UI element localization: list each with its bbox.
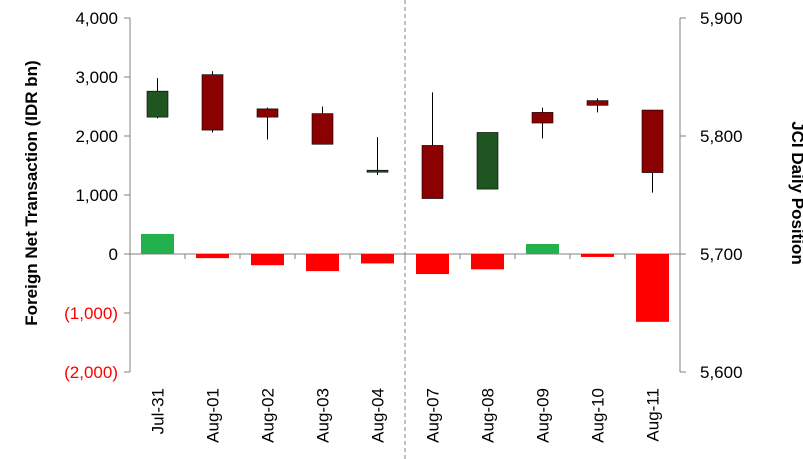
net-transaction-bar [306,254,339,272]
left-tick-label: 1,000 [75,186,118,205]
category-label: Aug-07 [424,388,443,443]
right-tick-label: 5,900 [700,9,743,28]
right-axis: 5,900 5,800 5,700 5,600 [679,9,743,382]
y2-axis-title: JCI Daily Position [788,121,803,265]
category-label: Aug-04 [369,388,388,443]
category-label: Aug-03 [314,388,333,443]
category-label: Aug-10 [589,388,608,443]
category-labels: Jul-31 Aug-01 Aug-02 Aug-03 Aug-04 Aug-07 Aug-… [149,388,663,443]
jci-candle-body [421,145,444,199]
jci-candle-body [201,74,224,131]
right-tick-label: 5,800 [700,127,743,146]
jci-candles [146,71,664,199]
jci-candle-body [531,112,554,124]
left-tick-label: 4,000 [75,9,118,28]
left-tick-label: 2,000 [75,127,118,146]
jci-candle-body [256,108,279,118]
jci-candle-body [311,113,334,145]
net-transaction-bar [416,254,449,275]
right-tick-label: 5,700 [700,245,743,264]
left-tick-label: (1,000) [64,304,118,323]
category-label: Aug-09 [534,388,553,443]
jci-candle-body [586,100,609,106]
category-label: Aug-01 [204,388,223,443]
right-tick-label: 5,600 [700,363,743,382]
net-transaction-bar [141,233,174,254]
net-transaction-bar [581,254,614,257]
category-label: Jul-31 [149,388,168,434]
net-transaction-bar [636,254,669,322]
left-tick-label: 0 [109,245,118,264]
foreign-net-bars [141,233,669,322]
net-transaction-bar [361,254,394,264]
left-tick-label: (2,000) [64,363,118,382]
left-axis: 4,000 3,000 2,000 1,000 0 (1,000) (2,000) [64,0,681,459]
jci-candle-body [366,169,389,173]
jci-candle-body [476,132,499,190]
category-label: Aug-11 [644,388,663,442]
net-transaction-bar [526,243,559,254]
category-label: Aug-08 [479,388,498,443]
jci-candle-body [146,90,169,118]
net-transaction-bar [251,254,284,266]
net-transaction-bar [471,254,504,270]
category-label: Aug-02 [259,388,278,443]
net-transaction-bar [196,254,229,259]
left-tick-label: 3,000 [75,68,118,87]
y-axis-title: Foreign Net Transaction (IDR bn) [22,60,41,325]
jci-candle-body [641,109,664,173]
